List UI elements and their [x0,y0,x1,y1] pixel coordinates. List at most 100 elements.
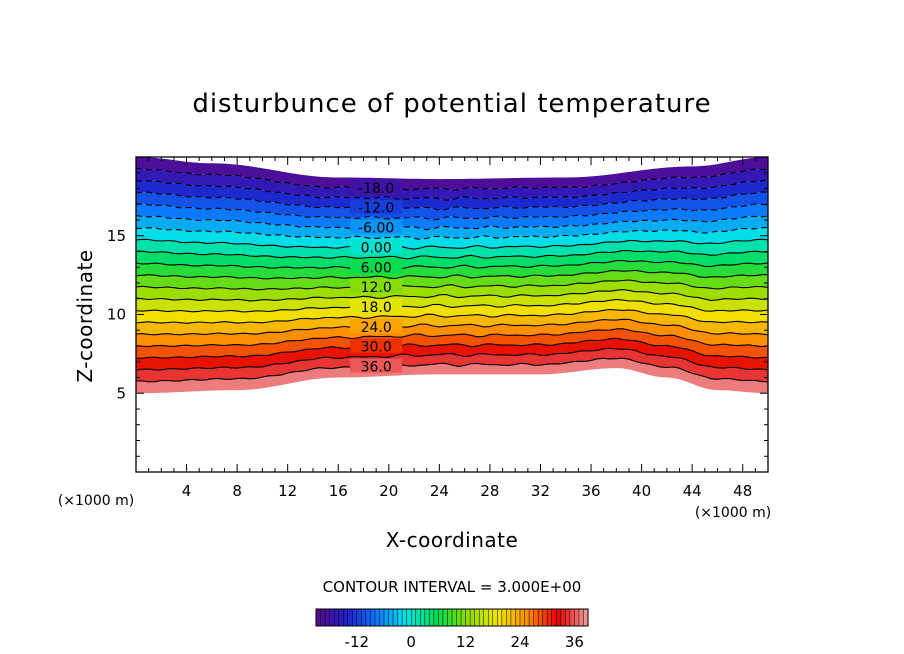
colorbar-cell [379,609,385,626]
contour-lines [135,167,769,383]
contour-line [135,250,769,260]
colorbar-cell [497,609,503,626]
contour-line [135,259,769,270]
chart-title: disturbunce of potential temperature [192,89,711,119]
colorbar-cell [343,609,349,626]
contour-label: 36.0 [361,360,392,376]
colorbar-cell [433,609,439,626]
contour-line [135,226,769,241]
colorbar-cell [361,609,367,626]
contour-label: 18.0 [361,300,392,316]
contour-band [136,338,768,371]
colorbar-cell [569,609,575,626]
colorbar-cell [515,609,521,626]
colorbar-cell [320,609,326,626]
contour-line [135,289,769,302]
contour-band [136,299,768,324]
contour-band [136,168,768,201]
y-tick-label: 5 [116,384,126,402]
x-tick-label: 44 [683,482,702,500]
contour-label-bg [350,239,403,254]
x-unit-left: (×1000 m) [58,493,134,509]
contour-line [135,318,769,336]
colorbar-cell [329,609,335,626]
colorbar-cell [325,609,331,626]
contour-label: 6.00 [361,260,392,276]
colorbar-cell [452,609,458,626]
contour-band [136,280,768,301]
colorbar-cell [560,609,566,626]
colorbar-cell [347,609,353,626]
colorbar-tick-label: -12 [345,633,370,651]
colorbar-cell [529,609,535,626]
contour-label-bg [350,199,403,214]
contour-band [136,180,768,211]
colorbar-cell [520,609,526,626]
colorbar-cell [411,609,417,626]
colorbar-cell [420,609,426,626]
colorbar-cell [556,609,562,626]
contour-band [136,270,768,290]
contour-line [135,269,768,280]
colorbar-cell [542,609,548,626]
colorbar-cell [424,609,430,626]
contour-label-bg [350,219,403,234]
contour-label: -18.0 [358,181,394,197]
contour-line [136,357,769,383]
contour-label-bg [350,338,403,353]
contour-line [135,337,769,359]
contour-line [135,215,769,231]
contour-line [135,191,769,211]
x-tick-label: 12 [278,482,297,500]
colorbar-tick-label: 36 [565,633,584,651]
colorbar-cell [334,609,340,626]
contour-label: 12.0 [361,280,392,296]
contour-band [136,191,768,220]
contour-label: -6.00 [358,221,394,237]
colorbar-cell [374,609,381,626]
y-tick-label: 15 [107,227,126,245]
colorbar-cell [488,609,494,626]
contour-band [136,203,768,230]
x-tick-label: 36 [581,482,600,500]
contour-line [135,179,769,201]
contour-line [135,167,769,191]
colorbar-cell [370,609,376,626]
contour-band [136,260,768,279]
contour-label: -12.0 [358,201,394,217]
colorbar-cell [338,609,344,626]
colorbar-cell [456,609,462,626]
colorbar-cell [479,609,485,626]
colorbar-cell [551,609,557,626]
x-tick-label: 24 [430,482,449,500]
colorbar-cell [510,609,517,626]
colorbar-cell [365,609,371,626]
contour-label-bg [350,259,403,274]
x-tick-label: 48 [733,482,752,500]
contour-label: 30.0 [361,340,392,356]
colorbar-cell [356,609,362,626]
colorbar-cell [406,609,412,626]
x-tick-label: 40 [632,482,651,500]
colorbar-cell [402,609,408,626]
contour-band [136,289,768,312]
x-tick-label: 8 [232,482,242,500]
colorbar: -12 0 12 24 36 [315,608,589,651]
x-unit-right: (×1000 m) [695,505,771,521]
colorbar-cell [524,609,530,626]
contour-line [135,298,769,313]
x-axis-label: X-coordinate [386,528,519,552]
x-tick-label: 28 [480,482,499,500]
colorbar-cell [415,609,421,626]
colorbar-cell [565,609,571,626]
colorbar-cell [492,609,498,626]
colorbar-cell [352,609,358,626]
contour-band [136,319,768,347]
contour-label: 24.0 [361,320,392,336]
colorbar-cell [483,609,489,626]
x-tick-label: 4 [182,482,192,500]
colorbar-cell [538,609,544,626]
colorbar-cell [388,609,394,626]
